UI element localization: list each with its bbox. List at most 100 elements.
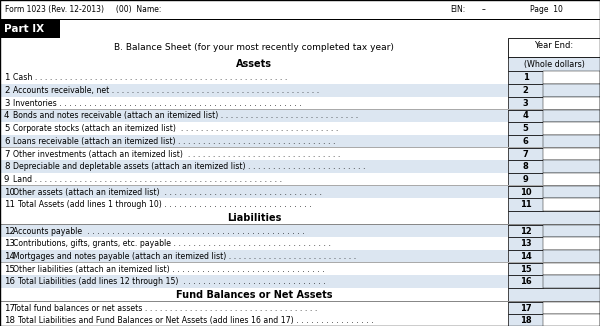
Bar [0, 186, 508, 199]
Text: 9: 9 [523, 175, 529, 184]
Text: 2: 2 [523, 86, 529, 95]
Text: Accounts receivable, net . . . . . . . . . . . . . . . . . . . . . . . . . . . .: Accounts receivable, net . . . . . . . .… [13, 86, 319, 95]
Bar [0, 173, 508, 186]
Bar [543, 135, 600, 148]
Text: 11: 11 [4, 200, 15, 209]
Bar [543, 71, 600, 84]
Bar [0, 71, 508, 84]
Text: 15: 15 [520, 265, 532, 274]
Text: 1: 1 [4, 73, 10, 82]
Bar [0, 250, 508, 263]
Bar [0, 37, 600, 38]
Text: Fund Balances or Net Assets: Fund Balances or Net Assets [176, 290, 332, 300]
Bar [508, 199, 543, 211]
Bar [0, 211, 508, 225]
Bar [508, 135, 543, 148]
Bar [0, 38, 508, 57]
Bar [0, 160, 508, 173]
Bar [0, 19, 600, 20]
Text: Land . . . . . . . . . . . . . . . . . . . . . . . . . . . . . . . . . . . . . .: Land . . . . . . . . . . . . . . . . . .… [13, 175, 282, 184]
Text: 5: 5 [4, 124, 10, 133]
Bar [508, 84, 543, 97]
Text: Year End:: Year End: [535, 41, 574, 50]
Text: 8: 8 [4, 162, 10, 171]
Text: Inventories . . . . . . . . . . . . . . . . . . . . . . . . . . . . . . . . . . : Inventories . . . . . . . . . . . . . . … [13, 99, 302, 108]
Bar [0, 301, 600, 302]
Text: 7: 7 [523, 150, 529, 158]
Bar [543, 199, 600, 211]
Bar [0, 224, 600, 225]
Text: Mortgages and notes payable (attach an itemized list) . . . . . . . . . . . . . : Mortgages and notes payable (attach an i… [13, 252, 356, 261]
Bar [0, 110, 508, 122]
Text: Other assets (attach an itemized list)  . . . . . . . . . . . . . . . . . . . . : Other assets (attach an itemized list) .… [13, 188, 322, 197]
Text: 15: 15 [4, 265, 15, 274]
Text: Total Liabilities and Fund Balances or Net Assets (add lines 16 and 17) . . . . : Total Liabilities and Fund Balances or N… [18, 316, 374, 325]
Bar [508, 97, 543, 110]
Text: 16: 16 [4, 277, 15, 286]
Bar [543, 97, 600, 110]
Text: Other liabilities (attach an itemized list) . . . . . . . . . . . . . . . . . . : Other liabilities (attach an itemized li… [13, 265, 325, 274]
Bar [0, 148, 508, 160]
Bar [0, 84, 508, 97]
Bar [543, 302, 600, 314]
Text: Bonds and notes receivable (attach an itemized list) . . . . . . . . . . . . . .: Bonds and notes receivable (attach an it… [13, 111, 358, 120]
Bar [508, 160, 543, 173]
Bar [508, 275, 543, 288]
Text: Financial Data (Continued): Financial Data (Continued) [68, 24, 207, 34]
Text: 3: 3 [4, 99, 10, 108]
Text: 6: 6 [523, 137, 529, 146]
Text: 4: 4 [523, 111, 529, 120]
Bar [0, 302, 508, 314]
Text: Assets: Assets [236, 60, 272, 69]
Bar [508, 302, 543, 314]
Text: 18: 18 [4, 316, 15, 325]
Text: 13: 13 [520, 239, 532, 248]
Bar [508, 148, 543, 160]
Bar [543, 314, 600, 326]
Bar [0, 225, 508, 237]
Bar [508, 71, 543, 84]
Bar [0, 97, 508, 110]
Bar [508, 263, 543, 275]
Text: Total Liabilities (add lines 12 through 15)  . . . . . . . . . . . . . . . . . .: Total Liabilities (add lines 12 through … [18, 277, 326, 286]
Text: Page  10: Page 10 [530, 5, 563, 14]
Bar [0, 263, 508, 275]
Text: B. Balance Sheet (for your most recently completed tax year): B. Balance Sheet (for your most recently… [114, 43, 394, 52]
Bar [0, 275, 508, 288]
Bar [543, 186, 600, 199]
Bar [543, 225, 600, 237]
Text: 4: 4 [4, 111, 10, 120]
Text: 17: 17 [520, 304, 532, 313]
Bar [508, 237, 543, 250]
Text: 10: 10 [4, 188, 15, 197]
Bar [543, 263, 600, 275]
Text: 13: 13 [4, 239, 15, 248]
Bar [0, 135, 508, 148]
Bar [0, 122, 508, 135]
Bar [508, 57, 600, 71]
Bar [0, 288, 508, 302]
Text: 6: 6 [4, 137, 10, 146]
Text: 9: 9 [4, 175, 10, 184]
Bar [508, 186, 543, 199]
Bar [543, 110, 600, 122]
Text: Total Assets (add lines 1 through 10) . . . . . . . . . . . . . . . . . . . . . : Total Assets (add lines 1 through 10) . … [18, 200, 312, 209]
Bar [543, 173, 600, 186]
Bar [508, 288, 600, 302]
Bar [543, 275, 600, 288]
Text: Other investments (attach an itemized list)  . . . . . . . . . . . . . . . . . .: Other investments (attach an itemized li… [13, 150, 340, 158]
Text: Form 1023 (Rev. 12-2013)     (00)  Name:: Form 1023 (Rev. 12-2013) (00) Name: [5, 5, 161, 14]
Bar [543, 84, 600, 97]
Text: 10: 10 [520, 188, 532, 197]
Bar [0, 199, 508, 211]
Bar [543, 148, 600, 160]
Text: Cash . . . . . . . . . . . . . . . . . . . . . . . . . . . . . . . . . . . . . .: Cash . . . . . . . . . . . . . . . . . .… [13, 73, 287, 82]
Text: 2: 2 [4, 86, 10, 95]
Text: 12: 12 [520, 227, 532, 236]
Text: (Whole dollars): (Whole dollars) [524, 60, 584, 69]
Bar [508, 250, 543, 263]
Text: EIN:: EIN: [450, 5, 465, 14]
Bar [508, 38, 600, 57]
Bar [543, 160, 600, 173]
Text: Total fund balances or net assets . . . . . . . . . . . . . . . . . . . . . . . : Total fund balances or net assets . . . … [13, 304, 317, 313]
